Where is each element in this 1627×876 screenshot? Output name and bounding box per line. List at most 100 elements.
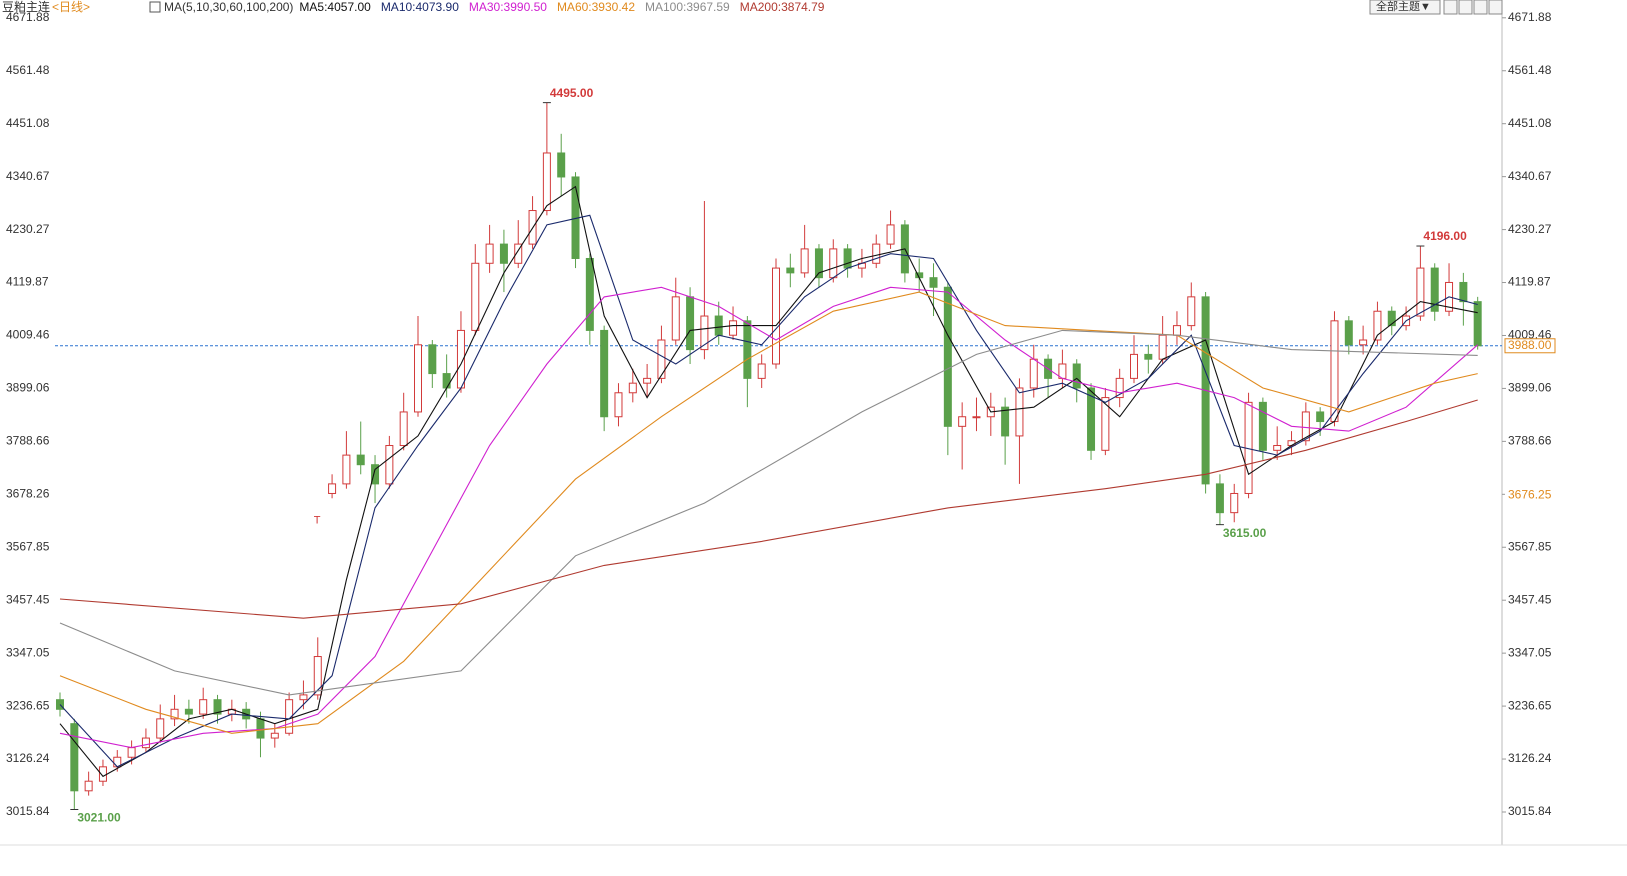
candle-body	[1001, 406, 1010, 437]
theme-button[interactable]	[1369, 0, 1441, 15]
candle-body	[657, 339, 666, 379]
y2-tick-label: 3015.84	[1508, 804, 1552, 818]
candle-body	[256, 718, 265, 739]
annotation-label: 3615.00	[1223, 526, 1267, 540]
tool-button[interactable]	[1443, 0, 1458, 15]
candle-body	[628, 382, 637, 394]
candle-body	[1187, 296, 1196, 327]
chart-title: 豆粕主连	[2, 0, 50, 14]
legend-label: MA10:4073.90	[381, 0, 459, 14]
y-tick-label: 3788.66	[6, 434, 50, 448]
y-tick-label: 3236.65	[6, 698, 50, 712]
candle-body	[499, 243, 508, 264]
candle-body	[1473, 301, 1482, 347]
candle-body	[1258, 401, 1267, 451]
y-tick-label: 4009.46	[6, 328, 50, 342]
candle-body	[385, 445, 394, 485]
ma-line	[59, 291, 1478, 734]
candle-body	[700, 315, 709, 351]
candle-body	[585, 257, 594, 331]
candle-body	[1416, 267, 1425, 317]
y-tick-label: 3899.06	[6, 381, 50, 395]
y-tick-label: 4230.27	[6, 222, 50, 236]
candle-body	[1344, 320, 1353, 346]
candle-body	[1373, 310, 1382, 341]
tool-button[interactable]	[1473, 0, 1488, 15]
y-tick-label: 3678.26	[6, 486, 50, 500]
y-tick-label: 4119.87	[6, 275, 49, 289]
annotation-label: 3021.00	[77, 811, 121, 825]
y2-tick-label: 3347.05	[1508, 645, 1552, 659]
candle-body	[141, 737, 150, 749]
candle-body	[442, 373, 451, 389]
period: <日线>	[52, 0, 90, 14]
candle-body	[170, 708, 179, 720]
ma-line	[59, 286, 1479, 749]
candle-body	[929, 277, 938, 288]
y-tick-label: 4671.88	[6, 10, 50, 24]
candle-body	[542, 152, 551, 212]
legend-label: MA100:3967.59	[645, 0, 730, 14]
y2-tick-label: 4561.48	[1508, 63, 1552, 77]
candle-body	[1172, 325, 1181, 336]
indicator-icon[interactable]	[149, 1, 161, 13]
candle-body	[872, 243, 881, 264]
candle-body	[1273, 445, 1282, 451]
candle-body	[1459, 281, 1468, 303]
candle-body	[299, 694, 308, 701]
candle-body	[958, 416, 967, 427]
y2-tick-label: 4671.88	[1508, 10, 1552, 24]
legend-label: MA200:3874.79	[740, 0, 825, 14]
candle-body	[1330, 320, 1339, 423]
candle-body	[514, 243, 523, 264]
candle-body	[1015, 387, 1024, 437]
candle-body	[643, 377, 652, 384]
candle-body	[829, 248, 838, 279]
candle-body	[729, 320, 738, 336]
candle-body	[1316, 411, 1325, 423]
ma-line	[59, 185, 1478, 778]
y2-tick-label: 3126.24	[1508, 751, 1552, 765]
candle-body	[1387, 310, 1396, 327]
candle-body	[814, 248, 823, 279]
candle-body	[843, 248, 852, 269]
y-tick-label: 3015.84	[6, 804, 50, 818]
candle-body	[156, 718, 165, 739]
candle-body	[686, 296, 695, 351]
candle-body	[371, 464, 380, 485]
candle-body	[184, 708, 193, 715]
candle-body	[313, 656, 322, 696]
candle-body	[800, 248, 809, 274]
candle-body	[1430, 267, 1439, 312]
indicator: MA(5,10,30,60,100,200)	[164, 0, 293, 14]
ma-line	[59, 214, 1478, 768]
y-tick-label: 3126.24	[6, 751, 50, 765]
tool-button[interactable]	[1488, 0, 1503, 15]
candle-body	[1130, 353, 1138, 379]
candle-body	[471, 262, 480, 331]
annotation-label: 4196.00	[1423, 229, 1467, 243]
y-tick-label: 3347.05	[6, 645, 50, 659]
candle-body	[743, 320, 752, 379]
theme-button-label[interactable]: 全部主题▼	[1376, 0, 1431, 13]
tool-button[interactable]	[1458, 0, 1473, 15]
candle-body	[757, 363, 766, 379]
ma-line	[59, 399, 1478, 619]
y-tick-label: 4451.08	[6, 116, 50, 130]
candle-body	[714, 315, 723, 336]
candle-body	[1287, 440, 1296, 447]
candle-body	[328, 483, 337, 494]
candle-body	[342, 454, 351, 485]
candle-body	[399, 411, 408, 447]
right-label: 3676.25	[1508, 487, 1552, 501]
y2-tick-label: 3567.85	[1508, 539, 1552, 553]
candle-body	[1029, 358, 1038, 389]
y2-tick-label: 3236.65	[1508, 698, 1552, 712]
candle-body	[1101, 397, 1110, 451]
candle-body	[199, 699, 208, 715]
candle-body	[485, 243, 494, 264]
candle-body	[972, 416, 981, 419]
